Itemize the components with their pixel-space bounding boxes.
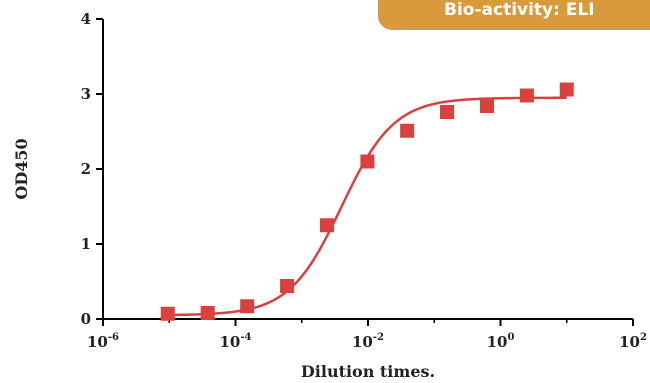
- data-point: [440, 105, 455, 119]
- banner-text: Bio-activity: ELI: [444, 0, 595, 20]
- y-tick-label: 2: [81, 160, 91, 178]
- x-tick-label: 100: [487, 332, 515, 351]
- y-ticks: 0 1 2 3 4: [81, 10, 103, 328]
- axes: [102, 19, 633, 320]
- x-tick-label: 10-2: [352, 332, 384, 351]
- x-ticks: 10-6 10-4 10-2 100 102: [87, 319, 647, 351]
- data-point: [280, 279, 295, 293]
- y-axis-title: OD450: [12, 138, 31, 199]
- x-tick-label: 102: [619, 332, 647, 351]
- bio-activity-banner: Bio-activity: ELI: [378, 0, 650, 30]
- data-point: [240, 299, 255, 314]
- data-point: [559, 82, 574, 97]
- y-tick-label: 0: [81, 310, 91, 328]
- data-point: [400, 123, 415, 138]
- x-tick-label: 10-4: [220, 332, 252, 351]
- data-point: [200, 306, 215, 320]
- y-tick-label: 3: [81, 85, 91, 103]
- data-point: [360, 154, 375, 169]
- y-tick-label: 1: [81, 235, 91, 253]
- y-tick-label: 4: [81, 10, 91, 28]
- data-point: [160, 306, 175, 321]
- data-point: [319, 218, 334, 233]
- x-axis-title: Dilution times.: [301, 362, 435, 381]
- data-point: [519, 88, 534, 103]
- fit-curve-layer: [167, 96, 567, 317]
- data-point: [479, 99, 494, 113]
- fit-curve: [167, 96, 567, 317]
- x-tick-label: 10-6: [87, 332, 119, 351]
- data-points-layer: [160, 82, 574, 321]
